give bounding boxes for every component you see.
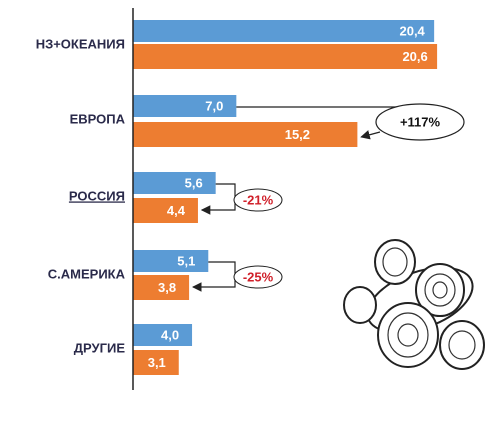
annotation: -25% [243, 269, 274, 284]
bar [133, 324, 193, 346]
annotation-connector [236, 106, 400, 137]
bar [133, 122, 358, 147]
value-label: 20,4 [399, 23, 425, 38]
value-label: 7,0 [205, 98, 223, 113]
category-label: РОССИЯ [69, 188, 125, 203]
annotation: -21% [243, 192, 274, 207]
category-label: НЗ+ОКЕАНИЯ [36, 36, 125, 51]
value-label: 5,6 [185, 175, 203, 190]
bar [133, 250, 209, 272]
category-label: ЕВРОПА [70, 111, 126, 126]
bar [133, 44, 438, 69]
value-label: 15,2 [285, 127, 310, 142]
annotation: +117% [400, 114, 441, 129]
value-label: 5,1 [177, 253, 195, 268]
value-label: 3,1 [148, 355, 166, 370]
bar [133, 350, 179, 375]
bar [133, 275, 190, 300]
bar [133, 198, 198, 223]
value-label: 4,0 [161, 327, 179, 342]
annotation-bubble [233, 265, 283, 289]
value-label: 20,6 [402, 49, 427, 64]
category-label: С.АМЕРИКА [48, 266, 126, 281]
value-label: 4,4 [167, 203, 186, 218]
value-label: 3,8 [158, 280, 176, 295]
annotation-bubble [233, 188, 283, 212]
logs-illustration [343, 239, 485, 370]
bar [133, 20, 435, 42]
bar [133, 95, 237, 117]
annotation-bubble [375, 103, 465, 141]
category-label: ДРУГИЕ [74, 340, 126, 355]
bar [133, 172, 216, 194]
